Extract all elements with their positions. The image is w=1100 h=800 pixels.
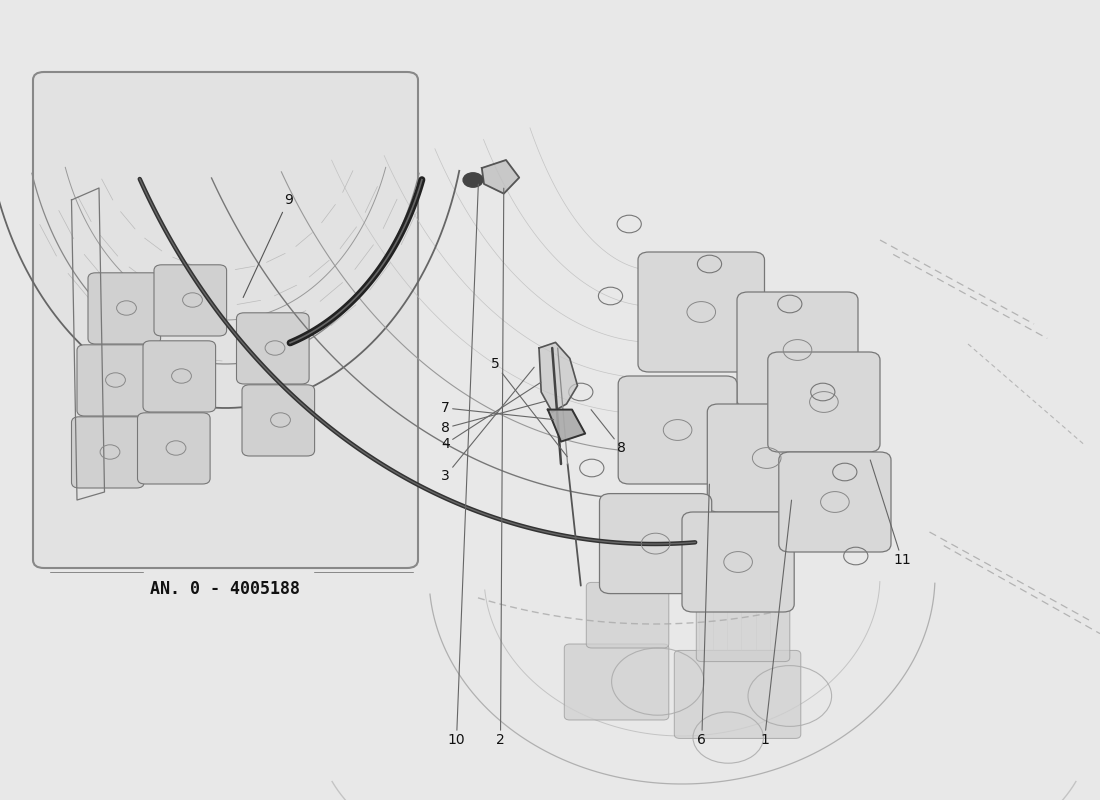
Text: 9: 9 — [243, 193, 293, 298]
FancyBboxPatch shape — [33, 72, 418, 568]
FancyBboxPatch shape — [682, 512, 794, 612]
Polygon shape — [539, 342, 578, 412]
FancyBboxPatch shape — [779, 452, 891, 552]
Text: 8: 8 — [441, 401, 546, 435]
Text: 10: 10 — [448, 184, 478, 747]
FancyBboxPatch shape — [154, 265, 227, 336]
FancyBboxPatch shape — [88, 273, 161, 344]
Polygon shape — [482, 160, 519, 194]
FancyBboxPatch shape — [138, 413, 210, 484]
FancyBboxPatch shape — [638, 252, 764, 372]
Circle shape — [463, 173, 483, 187]
Text: 5: 5 — [491, 357, 568, 457]
FancyBboxPatch shape — [707, 404, 826, 512]
FancyBboxPatch shape — [242, 385, 315, 456]
FancyBboxPatch shape — [768, 352, 880, 452]
FancyBboxPatch shape — [236, 313, 309, 384]
Text: 2: 2 — [496, 188, 505, 747]
Text: 1: 1 — [760, 500, 792, 747]
Text: 8: 8 — [591, 410, 626, 455]
Text: 11: 11 — [870, 460, 911, 567]
FancyBboxPatch shape — [618, 376, 737, 484]
FancyBboxPatch shape — [72, 417, 144, 488]
FancyBboxPatch shape — [696, 588, 790, 662]
FancyBboxPatch shape — [143, 341, 216, 412]
Text: AN. 0 - 4005188: AN. 0 - 4005188 — [151, 580, 300, 598]
FancyBboxPatch shape — [564, 644, 669, 720]
FancyBboxPatch shape — [600, 494, 712, 594]
Text: 4: 4 — [441, 382, 541, 451]
Polygon shape — [548, 410, 585, 442]
FancyBboxPatch shape — [586, 582, 669, 648]
FancyBboxPatch shape — [77, 345, 150, 416]
Text: 7: 7 — [441, 401, 553, 419]
FancyBboxPatch shape — [737, 292, 858, 408]
FancyBboxPatch shape — [674, 650, 801, 738]
Text: 3: 3 — [441, 367, 535, 483]
Text: 6: 6 — [697, 484, 710, 747]
